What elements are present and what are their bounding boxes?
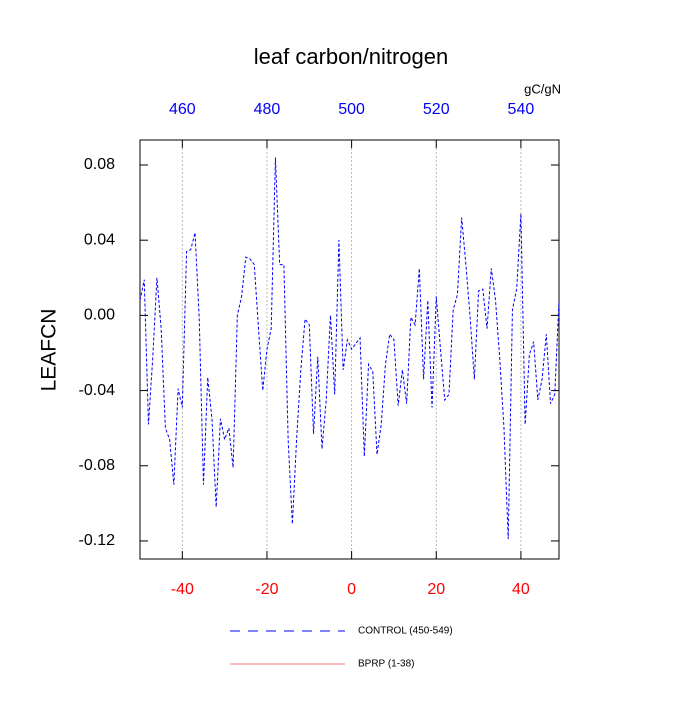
x2-tick-label: 500 xyxy=(338,101,365,118)
y-tick-label: -0.08 xyxy=(79,457,116,474)
x2-tick-label: 540 xyxy=(508,101,535,118)
y-axis-label: LEAFCN xyxy=(38,309,61,392)
y-tick-label: 0.04 xyxy=(84,231,115,248)
x-tick-label: 0 xyxy=(347,581,356,598)
y-tick-label: -0.04 xyxy=(79,382,116,399)
plot-frame xyxy=(139,139,560,560)
y-tick-label: 0.08 xyxy=(84,156,115,173)
legend-label: CONTROL (450-549) xyxy=(358,626,453,637)
x2-axis-label: gC/gN xyxy=(524,81,561,96)
x2-tick-label: 480 xyxy=(254,101,281,118)
chart-title: leaf carbon/nitrogen xyxy=(254,44,448,69)
x-tick-label: 20 xyxy=(427,581,445,598)
data-line xyxy=(139,157,560,540)
x-tick-label: -20 xyxy=(255,581,278,598)
y-tick-label: 0.00 xyxy=(84,307,115,324)
x2-tick-label: 520 xyxy=(423,101,450,118)
legend-label: BPRP (1-38) xyxy=(358,659,415,670)
x2-tick-label: 460 xyxy=(169,101,196,118)
y-tick-label: -0.12 xyxy=(79,532,116,549)
x-tick-label: 40 xyxy=(512,581,530,598)
x-tick-label: -40 xyxy=(171,581,194,598)
